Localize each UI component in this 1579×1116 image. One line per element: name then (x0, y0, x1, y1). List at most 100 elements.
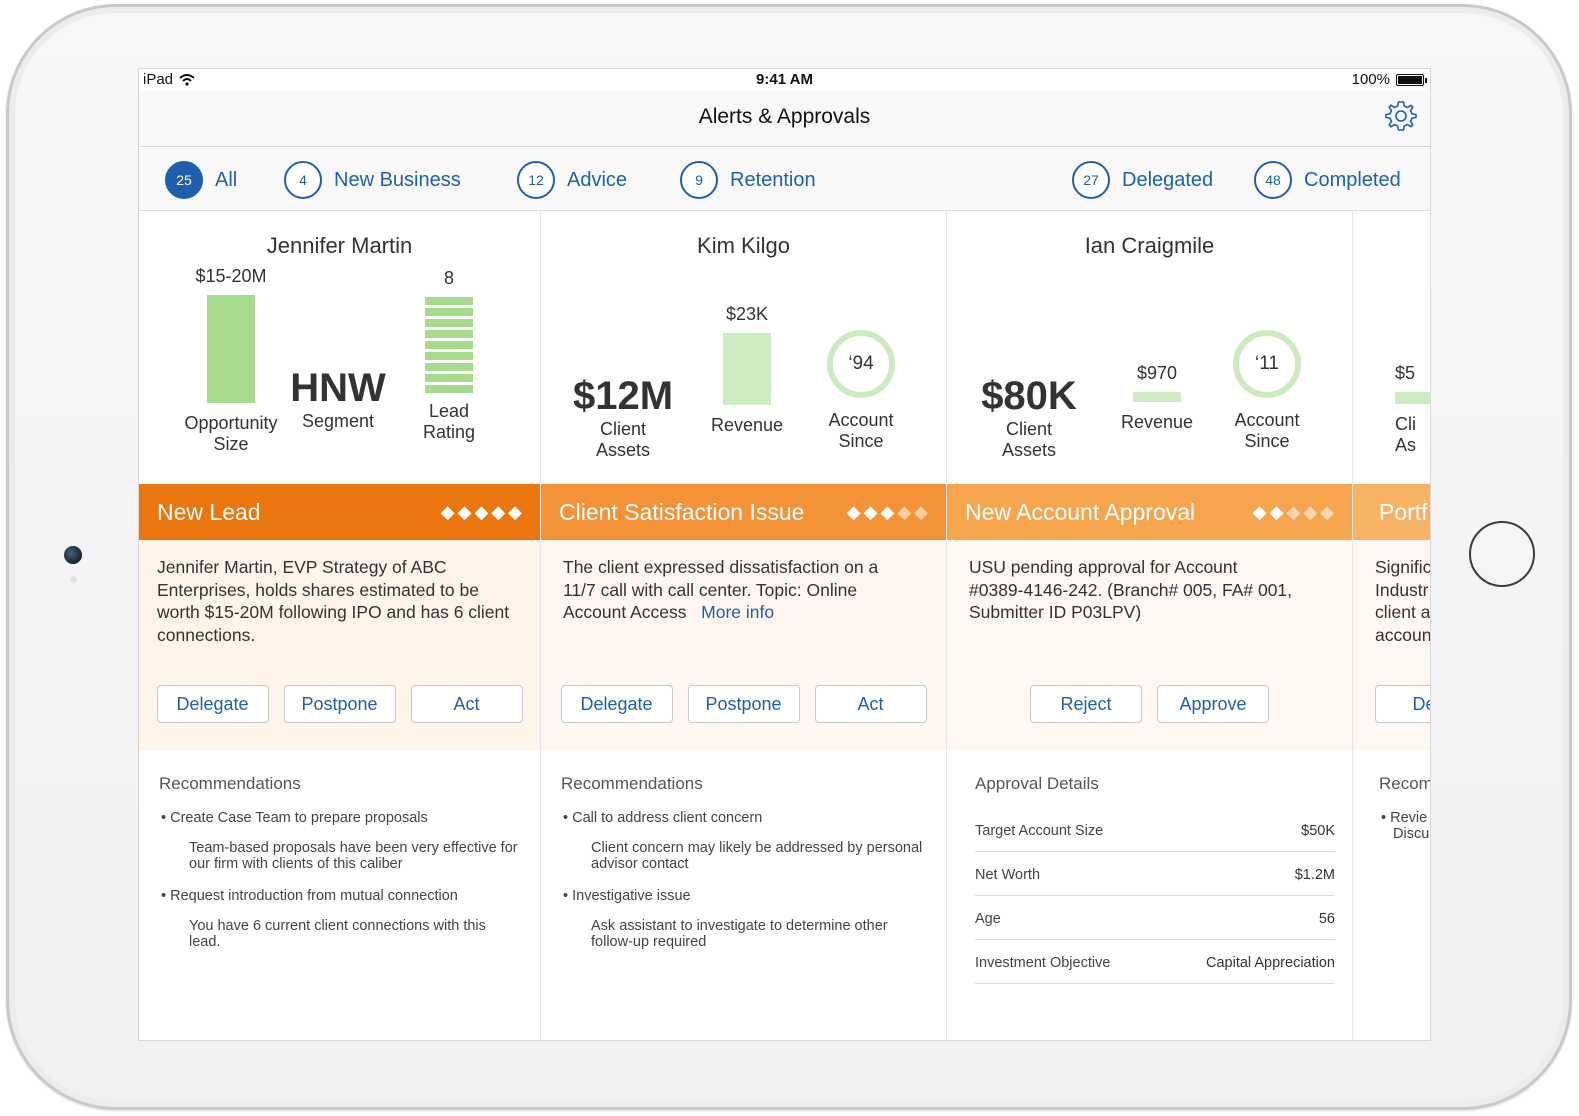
revenue-bar (723, 333, 771, 405)
metric-label: Assets (1001, 440, 1057, 460)
alert-description: Jennifer Martin, EVP Strategy of ABC Ent… (157, 557, 510, 645)
recommendation-item-line: Discu (1393, 826, 1430, 842)
filter-retention[interactable]: 9 Retention (680, 161, 816, 199)
metric-value: $15-20M (195, 266, 267, 286)
recommendations: Recommendations Call to address client c… (541, 750, 946, 1040)
alert-header: New Lead ◆ ◆ ◆ ◆ ◆ (139, 484, 540, 540)
metric-label: Account (1234, 410, 1300, 430)
rating-segment (425, 341, 473, 349)
alert-title: New Lead (157, 498, 261, 525)
priority-diamond: ◆ (457, 501, 472, 522)
postpone-button[interactable]: Postpone (283, 685, 396, 723)
postpone-button[interactable]: Postpone (687, 685, 800, 723)
alert-header: Client Satisfaction Issue ◆ ◆ ◆ ◆ ◆ (541, 484, 946, 540)
priority-diamond: ◆ (863, 501, 878, 522)
client-name: Ian Craigmile (1084, 233, 1215, 258)
filter-completed[interactable]: 48 Completed (1254, 161, 1401, 199)
ambient-sensor (70, 576, 77, 583)
rating-bar-stack (425, 297, 473, 393)
reject-button[interactable]: Reject (1030, 685, 1142, 723)
metric-label: Size (213, 434, 249, 454)
rating-segment (425, 297, 473, 305)
status-battery: 100% (1352, 71, 1427, 88)
metric-label: Revenue (710, 415, 784, 435)
metric-label: Since (838, 431, 884, 451)
metric-label: Client (1005, 419, 1053, 439)
alert-card: Jennifer Martin $15-20M Opportunity Size… (139, 211, 541, 1040)
metric-label: Assets (595, 440, 651, 460)
rating-segment (425, 385, 473, 393)
filter-bar: 25 All 4 New Business 12 Advice 9 Retent… (139, 148, 1430, 211)
account-since-ring: ‘11 (1233, 330, 1301, 398)
delegate-button[interactable]: Delegate (156, 685, 269, 723)
alert-title: Portf (1379, 498, 1428, 525)
recommendations: Recom Revie Discu (1353, 750, 1431, 1040)
act-button[interactable]: Act (814, 685, 927, 723)
priority-diamond: ◆ (880, 501, 895, 522)
alert-description-line: client a (1375, 602, 1431, 622)
status-carrier: iPad (143, 71, 195, 88)
status-bar: iPad 9:41 AM 100% (139, 69, 1430, 91)
alert-card: Kim Kilgo $12M Client Assets $23K Revenu… (541, 211, 947, 1040)
metric-value: $12M (572, 374, 674, 418)
filter-count-badge: 27 (1072, 161, 1110, 199)
filter-new-business[interactable]: 4 New Business (284, 161, 461, 199)
rating-segment (425, 374, 473, 382)
act-button[interactable]: Act (410, 685, 523, 723)
recommendations-title: Recommendations (159, 774, 301, 793)
delegate-button[interactable]: Delegate (560, 685, 673, 723)
metric-label: Client (599, 419, 647, 439)
recommendations: Recommendations Create Case Team to prep… (139, 750, 540, 1040)
filter-advice[interactable]: 12 Advice (517, 161, 627, 199)
metric-value: ‘94 (848, 353, 874, 374)
recommendations-title: Recom (1379, 774, 1431, 793)
metric-label: Segment (301, 411, 375, 431)
opportunity-bar (207, 295, 255, 403)
detail-value: $1.2M (1294, 867, 1335, 883)
rating-segment (425, 319, 473, 327)
approval-details: Approval Details Target Account Size $50… (947, 750, 1352, 1040)
revenue-metric: $23K Revenue (697, 304, 797, 436)
priority-diamond: ◆ (440, 501, 455, 522)
priority-diamond: ◆ (1320, 501, 1334, 522)
client-metrics: $15-20M Opportunity Size HNW Segment 8 L… (139, 266, 540, 536)
alert-description: USU pending approval for Account #0389-4… (969, 557, 1293, 622)
filter-delegated[interactable]: 27 Delegated (1072, 161, 1213, 199)
recommendation-item: Create Case Team to prepare proposals (161, 810, 520, 826)
alert-description-line: accoun (1375, 624, 1431, 645)
alert-description-line: Industr (1375, 579, 1429, 600)
alert-actions: Delegate Postpone Act (541, 685, 946, 723)
filter-label: Delegated (1122, 168, 1214, 191)
detail-value: 56 (1318, 911, 1335, 927)
client-name: Jennifer Martin (266, 233, 413, 258)
filter-all[interactable]: 25 All (165, 161, 237, 199)
gear-icon[interactable] (1384, 99, 1418, 133)
detail-row: Age 56 (975, 896, 1335, 940)
filter-count-badge: 4 (284, 161, 322, 199)
front-camera (64, 546, 82, 564)
filter-label: All (215, 168, 238, 191)
more-info-link[interactable]: More info (701, 602, 775, 622)
approval-details-title: Approval Details (975, 774, 1099, 793)
lead-rating-metric: 8 Lead Rating (397, 268, 501, 443)
recommendation-note: You have 6 current client connections wi… (189, 918, 486, 950)
filter-count-badge: 25 (165, 161, 203, 199)
delegate-button[interactable]: Dele (1375, 685, 1430, 723)
alert-actions: Reject Approve (947, 685, 1352, 723)
wifi-icon (179, 73, 195, 86)
approve-button[interactable]: Approve (1157, 685, 1269, 723)
metric-label: As (1395, 435, 1417, 455)
home-button[interactable] (1469, 521, 1535, 587)
nav-bar: Alerts & Approvals (139, 91, 1430, 147)
detail-value: $50K (1301, 823, 1335, 839)
alert-card: Ian Craigmile $80K Client Assets $970 Re… (947, 211, 1353, 1040)
alert-title: New Account Approval (965, 498, 1196, 525)
client-assets-metric: $5 Cli As (1395, 363, 1430, 456)
client-name: Kim Kilgo (697, 233, 790, 258)
client-metrics: $5 Cli As (1353, 266, 1430, 536)
priority-diamond: ◆ (914, 501, 928, 522)
priority-diamond: ◆ (1286, 501, 1301, 522)
alert-description: The client expressed dissatisfaction on … (563, 557, 879, 622)
detail-label: Age (975, 911, 1001, 927)
filter-count-badge: 12 (517, 161, 555, 199)
